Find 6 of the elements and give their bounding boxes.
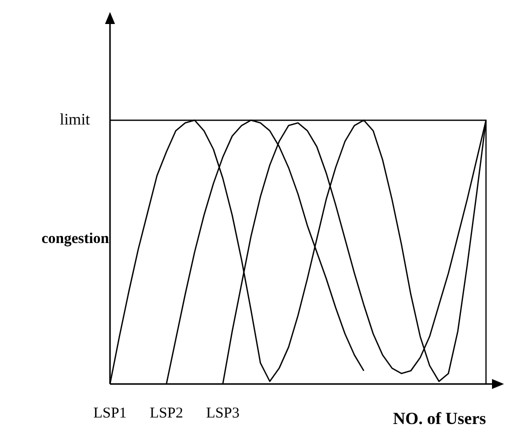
y-axis-title: congestion: [42, 230, 110, 247]
ref-line-label: limit: [60, 111, 91, 128]
x-axis-title: NO. of Users: [392, 409, 486, 428]
series-label: LSP2: [150, 405, 184, 422]
series-label: LSP1: [93, 405, 127, 422]
series-label: LSP3: [206, 405, 240, 422]
